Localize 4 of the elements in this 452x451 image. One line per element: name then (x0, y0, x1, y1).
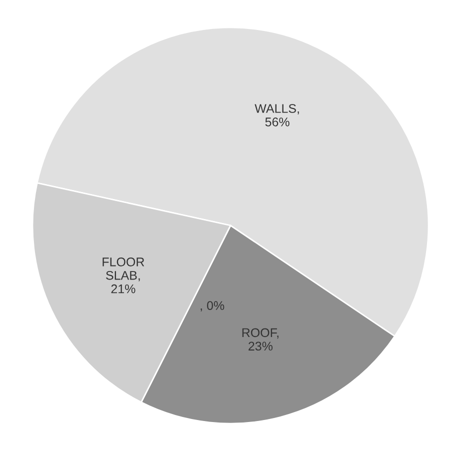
slice-label: ROOF, 23% (242, 328, 278, 351)
slice-label: WALLS, 56% (254, 104, 299, 126)
slice-label: FLOOR SLAB, 21% (102, 258, 144, 294)
text: , 0% (200, 301, 224, 312)
